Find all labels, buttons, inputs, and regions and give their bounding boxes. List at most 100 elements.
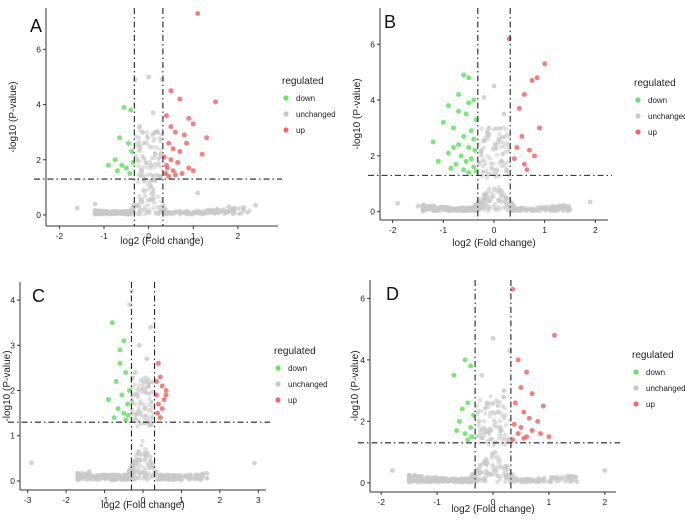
unchanged-point	[488, 427, 494, 433]
y-axis-label: -log10 (P-value)	[8, 81, 19, 152]
unchanged-point	[551, 475, 556, 480]
unchanged-point	[155, 194, 161, 199]
x-tick-label: -1	[101, 495, 109, 505]
unchanged-point	[148, 162, 154, 168]
down-point	[466, 100, 472, 106]
unchanged-point	[158, 154, 163, 159]
unchanged-point	[484, 462, 489, 468]
unchanged-point	[480, 163, 486, 169]
unchanged-point	[205, 207, 211, 212]
legend-swatch-unchanged	[635, 113, 641, 119]
x-tick-label: -2	[62, 495, 70, 505]
down-point	[111, 415, 117, 421]
unchanged-point	[477, 160, 482, 166]
unchanged-point	[416, 475, 421, 481]
unchanged-point	[502, 163, 507, 168]
unchanged-point	[137, 418, 142, 423]
up-point	[526, 147, 532, 153]
unchanged-point	[226, 204, 232, 210]
unchanged-point	[492, 411, 497, 416]
y-tick-label: 2	[36, 155, 41, 165]
unchanged-point	[505, 437, 510, 442]
legend-swatch-down	[283, 95, 289, 101]
unchanged-point	[212, 211, 217, 217]
up-point	[177, 148, 183, 154]
unchanged-point	[536, 476, 541, 481]
unchanged-point	[136, 405, 142, 410]
unchanged-point	[143, 446, 148, 452]
unchanged-point	[499, 159, 504, 164]
down-point	[456, 142, 462, 148]
down-point	[109, 320, 115, 326]
unchanged-point	[125, 473, 130, 478]
unchanged-point	[495, 479, 500, 485]
unchanged-point	[195, 190, 201, 196]
down-point	[466, 170, 472, 176]
unchanged-point	[505, 196, 511, 201]
unchanged-point	[127, 302, 132, 308]
unchanged-point	[482, 406, 488, 411]
unchanged-point	[159, 476, 164, 482]
unchanged-point	[152, 155, 157, 161]
unchanged-point	[492, 424, 498, 429]
unchanged-point	[146, 383, 152, 389]
x-tick-label: 2	[602, 497, 607, 507]
down-point	[119, 392, 125, 398]
down-point	[469, 434, 475, 440]
down-point	[461, 133, 467, 139]
unchanged-point	[144, 208, 150, 214]
up-point	[163, 113, 169, 119]
down-point	[115, 406, 121, 412]
unchanged-point	[149, 399, 155, 405]
unchanged-point	[142, 406, 148, 412]
up-point	[526, 415, 532, 421]
unchanged-point	[533, 207, 538, 212]
unchanged-point	[182, 209, 187, 215]
legend-label-down: down	[648, 96, 667, 105]
unchanged-point	[487, 198, 492, 203]
unchanged-point	[211, 208, 216, 213]
up-point	[538, 431, 544, 437]
unchanged-point	[568, 479, 573, 485]
unchanged-point	[139, 168, 145, 174]
up-point	[159, 383, 165, 389]
unchanged-point	[110, 209, 115, 214]
up-point	[157, 374, 163, 380]
unchanged-point	[497, 399, 503, 405]
down-point	[105, 162, 111, 168]
legend-label-up: up	[296, 126, 305, 135]
legend-label-down: down	[646, 368, 665, 377]
x-axis-label: log2 (Fold change)	[101, 500, 184, 511]
unchanged-point	[129, 407, 135, 412]
y-tick-label: 4	[10, 295, 15, 305]
unchanged-point	[497, 418, 503, 424]
down-point	[463, 111, 469, 117]
unchanged-point	[493, 143, 498, 149]
unchanged-point	[135, 157, 140, 163]
x-tick-label: -1	[100, 231, 108, 241]
unchanged-point	[157, 173, 163, 179]
unchanged-point	[420, 205, 426, 211]
legend-swatch-down	[633, 369, 639, 375]
panel-letter: D	[386, 284, 399, 304]
unchanged-point	[169, 211, 175, 216]
up-point	[518, 424, 524, 430]
unchanged-point	[107, 472, 112, 478]
unchanged-point	[202, 210, 208, 216]
unchanged-point	[129, 463, 134, 468]
unchanged-cloud	[420, 125, 573, 214]
y-tick-label: 0	[360, 478, 365, 488]
down-point	[453, 161, 459, 167]
up-point	[512, 400, 518, 406]
down-point	[472, 147, 478, 153]
down-point	[466, 75, 472, 81]
up-point	[170, 168, 176, 174]
unchanged-point	[124, 209, 129, 214]
unchanged-point	[150, 415, 156, 421]
down-point	[451, 372, 457, 378]
unchanged-point	[177, 211, 183, 216]
unchanged-point	[150, 110, 156, 116]
unchanged-point	[147, 396, 152, 401]
unchanged-point	[491, 417, 497, 423]
unchanged-point	[86, 469, 92, 475]
